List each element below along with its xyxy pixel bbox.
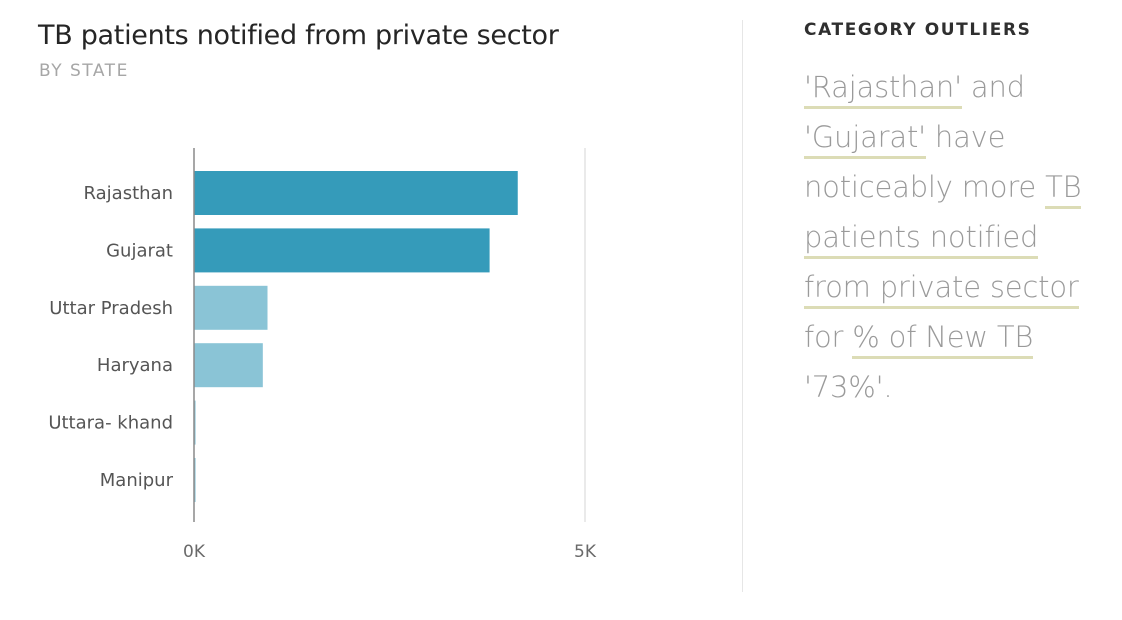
chart-subtitle: BY STATE	[39, 61, 129, 81]
chart-title: TB patients notified from private sector	[38, 20, 559, 51]
category-label: Gujarat	[106, 240, 173, 261]
bar-chart: Rajasthan Gujarat Uttar Pradesh Haryana Utta…	[48, 148, 597, 562]
category-label: Haryana	[97, 355, 173, 376]
bar[interactable]	[194, 343, 263, 388]
insights-text-part: for	[804, 320, 853, 354]
bar[interactable]	[194, 228, 490, 273]
insights-text: 'Rajasthan' and 'Gujarat' have noticeabl…	[804, 62, 1104, 412]
category-label: Uttar Pradesh	[49, 298, 173, 319]
x-tick-label: 0K	[183, 542, 206, 562]
category-label: Manipur	[100, 470, 174, 491]
highlight-category-2[interactable]: 'Gujarat'	[804, 120, 926, 159]
insights-text-part: and	[961, 70, 1025, 104]
bar[interactable]	[194, 458, 196, 502]
insights-text-part: have noticeably more	[804, 120, 1046, 204]
highlight-category-1[interactable]: 'Rajasthan'	[804, 70, 962, 109]
category-label: Uttara- khand	[48, 413, 173, 434]
highlight-measure[interactable]: TB patients notified from private sector	[804, 170, 1082, 309]
bar[interactable]	[194, 285, 268, 330]
insights-text-part: '73%'.	[804, 370, 893, 404]
bar[interactable]	[194, 171, 518, 215]
bar[interactable]	[194, 400, 196, 445]
category-label: Rajasthan	[84, 183, 173, 204]
panel-divider	[742, 20, 743, 592]
insights-heading: CATEGORY OUTLIERS	[804, 20, 1032, 40]
x-tick-label: 5K	[574, 542, 597, 562]
highlight-filter[interactable]: % of New TB	[852, 320, 1033, 359]
